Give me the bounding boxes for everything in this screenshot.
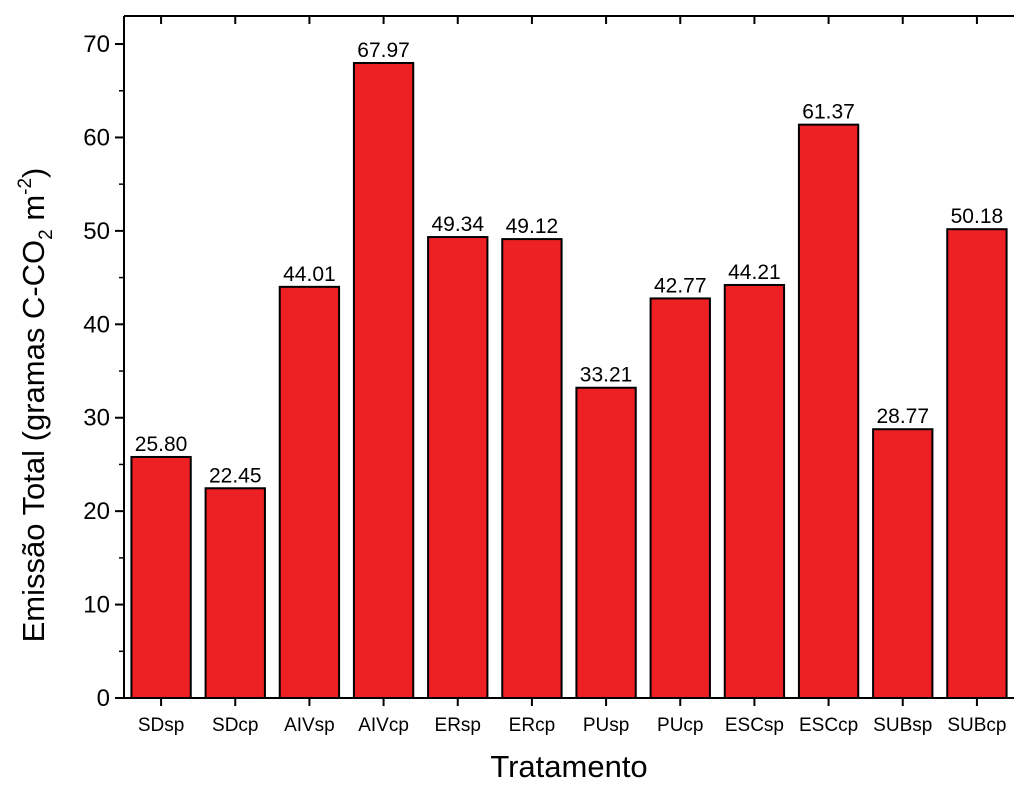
y-axis-title-subscript: 2 (36, 229, 57, 240)
x-tick-label-SUBcp: SUBcp (947, 715, 1006, 736)
x-tick-label-PUcp: PUcp (657, 715, 703, 736)
x-tick-label-ERsp: ERsp (435, 715, 481, 736)
bar-AIVsp (278, 285, 341, 699)
data-label-SUBsp: 28.77 (876, 405, 929, 428)
labels-group: 25.80 SDsp 22.45 SDcp 44.01 AIVsp 67.97 AIVcp 49… (83, 31, 1006, 736)
y-tick-label-50: 50 (83, 218, 110, 245)
x-tick-label-SUBsp: SUBsp (873, 715, 932, 736)
y-axis-title-close: ) (16, 168, 51, 178)
x-tick-label-AIVsp: AIVsp (284, 715, 335, 736)
data-label-SDsp: 25.80 (135, 433, 188, 456)
y-tick-label-10: 10 (83, 592, 110, 619)
x-tick-label-ERcp: ERcp (509, 715, 555, 736)
data-label-PUsp: 33.21 (580, 364, 633, 387)
y-tick-label-30: 30 (83, 405, 110, 432)
bar-ESCcp (797, 123, 860, 699)
y-axis-title-superscript: -2 (15, 178, 36, 195)
data-label-ERsp: 49.34 (431, 213, 484, 236)
x-tick-label-AIVcp: AIVcp (358, 715, 409, 736)
data-label-AIVcp: 67.97 (357, 39, 410, 62)
y-tick-label-40: 40 (83, 311, 110, 338)
bar-ERsp (427, 236, 489, 700)
x-tick-label-ESCsp: ESCsp (725, 715, 784, 736)
data-label-ESCcp: 61.37 (802, 101, 855, 124)
data-label-SUBcp: 50.18 (951, 205, 1004, 228)
bar-ESCsp (723, 283, 786, 699)
data-label-ESCsp: 44.21 (728, 261, 781, 284)
y-axis-title-main: Emissão Total (gramas C-CO (16, 240, 51, 643)
x-tick-label-SDsp: SDsp (138, 715, 184, 736)
x-tick-label-ESCcp: ESCcp (799, 715, 858, 736)
data-label-AIVsp: 44.01 (283, 263, 336, 286)
axes-group (115, 15, 1014, 706)
y-axis-title: Emissão Total (gramas C-CO2 m-2) (15, 168, 57, 643)
x-tick-label-SDcp: SDcp (212, 715, 258, 736)
y-tick-label-70: 70 (83, 31, 110, 58)
bars-group (130, 61, 1008, 700)
y-axis-title-unit: m (16, 195, 51, 229)
data-label-ERcp: 49.12 (506, 215, 559, 238)
bar-PUcp (649, 297, 711, 699)
data-label-PUcp: 42.77 (654, 274, 707, 297)
x-axis-title: Tratamento (490, 749, 647, 784)
bar-AIVcp (352, 61, 415, 699)
bar-PUsp (575, 386, 637, 699)
y-tick-label-0: 0 (97, 685, 110, 712)
x-tick-label-PUsp: PUsp (583, 715, 629, 736)
y-tick-label-60: 60 (83, 124, 110, 151)
bar-SUBsp (872, 428, 934, 699)
y-tick-label-20: 20 (83, 498, 110, 525)
bar-SDsp (130, 455, 192, 699)
data-label-SDcp: 22.45 (209, 464, 262, 487)
bar-SDcp (204, 487, 266, 700)
bar-SUBcp (946, 228, 1008, 699)
bar-ERcp (501, 238, 563, 699)
